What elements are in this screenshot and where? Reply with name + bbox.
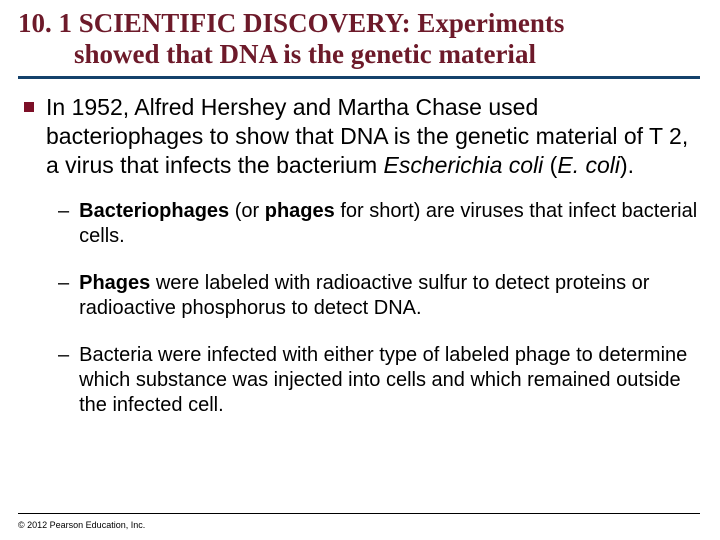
title-line-2: showed that DNA is the genetic material	[18, 39, 700, 70]
sub-bullet-1: – Bacteriophages (or phages for short) a…	[58, 199, 700, 249]
sub-bullet-2-text: Phages were labeled with radioactive sul…	[79, 271, 700, 321]
main-bullet-text: In 1952, Alfred Hershey and Martha Chase…	[46, 93, 700, 179]
sub-bullet-3: – Bacteria were infected with either typ…	[58, 343, 700, 418]
title-divider	[18, 76, 700, 79]
title-line-1: 10. 1 SCIENTIFIC DISCOVERY: Experiments	[18, 8, 700, 39]
copyright-text: © 2012 Pearson Education, Inc.	[18, 520, 145, 530]
sub2-t1: were labeled with radioactive sulfur to …	[79, 272, 649, 319]
sub-bullet-2: – Phages were labeled with radioactive s…	[58, 271, 700, 321]
slide-container: 10. 1 SCIENTIFIC DISCOVERY: Experiments …	[0, 0, 720, 540]
dash-icon: –	[58, 271, 69, 321]
sub-bullet-list: – Bacteriophages (or phages for short) a…	[18, 199, 700, 418]
section-number: 10. 1	[18, 8, 72, 38]
sub-bullet-1-text: Bacteriophages (or phages for short) are…	[79, 199, 700, 249]
sub3-t1: Bacteria were infected with either type …	[79, 344, 687, 416]
title-text-1: SCIENTIFIC DISCOVERY: Experiments	[79, 8, 565, 38]
main-bullet: In 1952, Alfred Hershey and Martha Chase…	[18, 93, 700, 179]
main-bullet-italic2: E. coli	[557, 152, 620, 178]
sub-bullet-3-text: Bacteria were infected with either type …	[79, 343, 700, 418]
sub1-bold2: phages	[265, 200, 335, 222]
footer-divider	[18, 513, 700, 514]
slide-title: 10. 1 SCIENTIFIC DISCOVERY: Experiments …	[18, 8, 700, 70]
sub2-bold1: Phages	[79, 272, 150, 294]
sub1-bold1: Bacteriophages	[79, 200, 229, 222]
dash-icon: –	[58, 199, 69, 249]
main-bullet-seg3: ).	[620, 152, 634, 178]
bullet-marker-icon	[24, 102, 34, 112]
dash-icon: –	[58, 343, 69, 418]
main-bullet-seg2: (	[543, 152, 557, 178]
sub1-t1: (or	[229, 200, 265, 222]
main-bullet-italic1: Escherichia coli	[384, 152, 544, 178]
